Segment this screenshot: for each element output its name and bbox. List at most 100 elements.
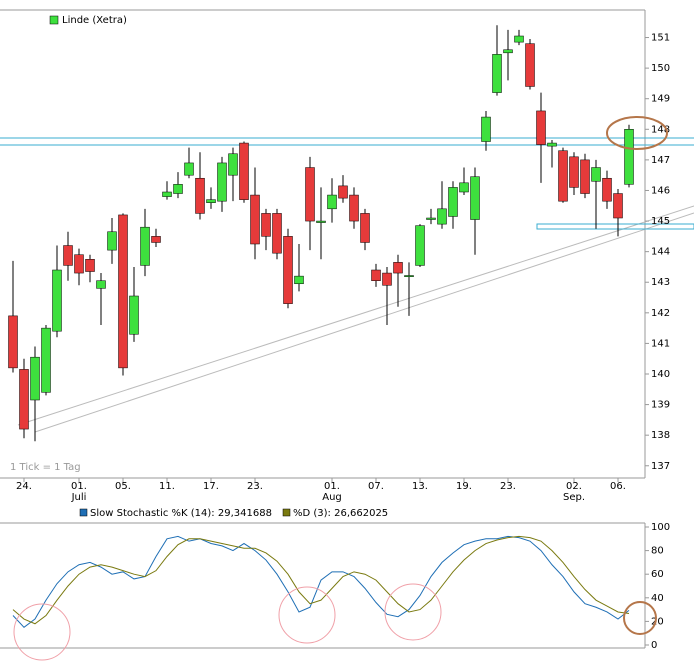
stoch-line	[12, 535, 630, 628]
candle-body	[327, 194, 337, 210]
candle-body	[613, 193, 623, 219]
candle-body	[217, 162, 227, 202]
candle-body	[63, 245, 73, 266]
y-tick-label: 80	[651, 546, 664, 557]
candle-body	[30, 356, 40, 401]
candle-body	[316, 220, 326, 223]
x-tick-label: 23.	[500, 481, 516, 492]
candle-body	[85, 259, 95, 272]
candle-body	[503, 49, 513, 54]
y-tick-label: 150	[651, 63, 670, 74]
candle-body	[118, 214, 128, 369]
candle-body	[624, 129, 634, 185]
y-tick-label: 144	[651, 247, 670, 258]
x-tick-label: 19.	[456, 481, 472, 492]
candle-body	[602, 177, 612, 202]
y-tick-label: 151	[651, 33, 670, 44]
candle-body	[547, 142, 557, 147]
highlight	[13, 603, 71, 661]
candle-body	[459, 182, 469, 193]
candle-body	[206, 199, 216, 203]
x-tick-label: 17.	[203, 481, 219, 492]
y-tick-label: 145	[651, 216, 670, 227]
candle-body	[74, 254, 84, 274]
candle-body	[470, 176, 480, 220]
highlight	[606, 116, 668, 150]
candle-body	[8, 315, 18, 369]
x-tick-label: 06.	[610, 481, 626, 492]
candle-body	[371, 269, 381, 281]
candle-body	[96, 280, 106, 289]
trend-line	[34, 212, 694, 433]
candle-body	[129, 295, 139, 335]
y-tick-label: 143	[651, 277, 670, 288]
candle-body	[382, 272, 392, 286]
y-tick-label: 142	[651, 308, 670, 319]
candle-body	[140, 226, 150, 266]
month-label: Aug	[322, 492, 342, 503]
y-tick-label: 140	[651, 369, 670, 380]
legend-swatch	[49, 15, 59, 25]
y-tick-label: 149	[651, 94, 670, 105]
highlight	[278, 586, 336, 644]
y-tick-label: 139	[651, 400, 670, 411]
candle-body	[580, 159, 590, 194]
candle-body	[481, 116, 491, 142]
x-tick-label: 24.	[16, 481, 32, 492]
candle-body	[426, 217, 436, 220]
y-tick-label: 138	[651, 430, 670, 441]
candle-body	[184, 162, 194, 176]
candle-body	[19, 369, 29, 430]
y-tick-label: 147	[651, 155, 670, 166]
x-tick-label: 05.	[115, 481, 131, 492]
candle-body	[492, 54, 502, 93]
candle-body	[437, 208, 447, 225]
candle-body	[525, 43, 535, 87]
candle-body	[173, 184, 183, 194]
candle-body	[151, 236, 161, 243]
candle-body	[107, 231, 117, 251]
candle-body	[261, 213, 271, 237]
candle-body	[195, 177, 205, 214]
month-label: Juli	[71, 492, 87, 503]
legend-swatch	[79, 508, 88, 517]
trend-line	[17, 205, 694, 426]
candle-body	[305, 167, 315, 222]
candle-body	[415, 225, 425, 266]
y-tick-label: 60	[651, 569, 664, 580]
note: 1 Tick = 1 Tag	[10, 462, 81, 473]
month-label: Sep.	[563, 492, 585, 503]
y-tick-label: 137	[651, 461, 670, 472]
y-tick-label: 0	[651, 640, 657, 651]
legend: Linde (Xetra)	[62, 15, 127, 26]
candle-body	[514, 35, 524, 43]
stoch-line	[12, 535, 630, 625]
legend-swatch	[282, 508, 291, 517]
y-tick-label: 40	[651, 593, 664, 604]
y-tick-label: 148	[651, 124, 670, 135]
y-tick-label: 146	[651, 185, 670, 196]
candle-body	[536, 110, 546, 145]
candle-body	[591, 167, 601, 182]
y-tick-label: 20	[651, 616, 664, 627]
x-tick-label: 13.	[412, 481, 428, 492]
candle-body	[41, 327, 51, 393]
x-tick-label: 11.	[159, 481, 175, 492]
candle-body	[349, 194, 359, 222]
candle-body	[162, 191, 172, 197]
highlight	[384, 583, 442, 641]
candle-body	[569, 156, 579, 188]
x-tick-label: 01.	[324, 481, 340, 492]
candle-body	[52, 269, 62, 332]
candle-body	[393, 262, 403, 274]
x-tick-label: 01.	[71, 481, 87, 492]
candle-body	[360, 213, 370, 243]
candle-body	[272, 213, 282, 254]
candle-body	[250, 194, 260, 245]
x-tick-label: 07.	[368, 481, 384, 492]
candle-body	[558, 150, 568, 202]
y-tick-label: 141	[651, 338, 670, 349]
x-tick-label: 23.	[247, 481, 263, 492]
legend-label: %D (3): 26,662025	[293, 508, 388, 519]
zone	[536, 223, 694, 230]
